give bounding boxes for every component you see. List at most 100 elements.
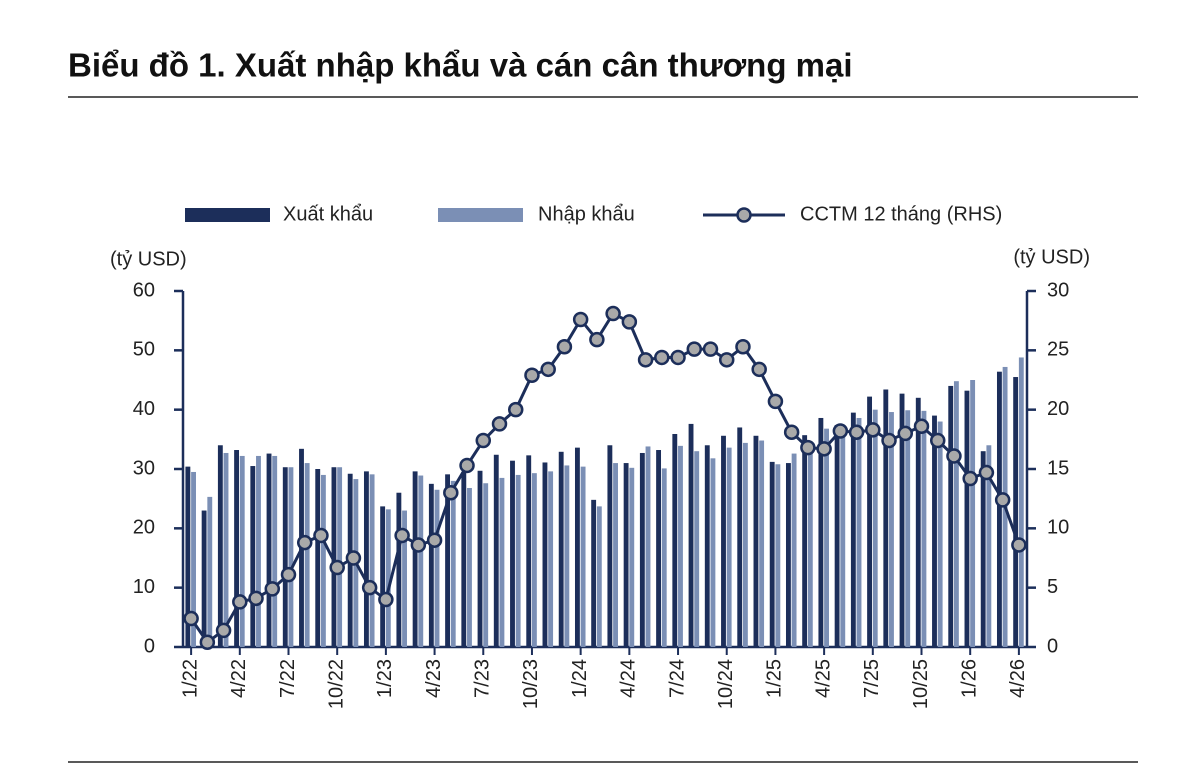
legend-label: Xuất khẩu [283,203,373,225]
bar [661,468,667,647]
y2-tick-label: 15 [1047,457,1069,479]
bar [461,471,467,647]
bar [953,381,959,647]
bar [548,471,554,647]
bar [331,467,337,647]
line-marker [199,634,216,651]
bar [282,467,288,647]
bar [785,463,791,647]
line-marker [232,594,248,610]
bar [450,480,456,647]
line-marker [589,331,605,348]
bar [905,410,911,647]
line-marker [524,367,540,384]
x-tick-label: 4/25 [812,659,834,698]
x-tick-label: 1/25 [764,659,786,698]
y2-tick-label: 25 [1047,339,1069,361]
bar [320,474,326,647]
bar [742,442,748,647]
bar [467,487,472,647]
line-marker [329,559,345,576]
line-marker [491,416,508,432]
bar [872,409,878,647]
bar [493,454,499,647]
x-tick-label: 4/23 [423,659,445,698]
bar [867,396,873,647]
line-marker [443,484,459,501]
bar [217,445,223,647]
x-tick-label: 7/22 [277,659,299,698]
bar [710,458,716,647]
bar [272,455,278,647]
line-marker [426,532,443,548]
line-marker [605,305,621,322]
line-marker [962,470,978,487]
bar [239,455,245,647]
line-marker [507,401,524,418]
bar [656,450,662,647]
bar [629,467,635,647]
x-tick-label: 7/23 [472,659,494,698]
bar [250,466,256,647]
line-marker [913,418,930,435]
line-marker [280,566,297,583]
line-marker [475,432,492,449]
line-marker [1011,537,1027,553]
x-tick-label: 10/22 [325,659,347,709]
bar [207,496,213,647]
x-tick-label: 1/24 [569,659,591,698]
y-tick-label: 40 [133,398,155,420]
bar [1018,357,1024,647]
line-marker [865,422,881,438]
line [189,311,1021,645]
bar [337,467,343,647]
bar [574,447,580,647]
legend-label: CCTM 12 tháng (RHS) [800,203,1002,225]
line-marker [702,341,719,357]
line-marker [800,439,816,456]
bar [986,445,992,647]
x-tick-label: 10/25 [910,659,932,709]
line-marker [751,361,767,378]
bar [834,425,840,647]
line-marker [832,423,849,439]
line-marker [783,424,800,440]
bar [704,445,710,647]
line-marker [378,591,394,608]
bar [791,453,797,647]
bar [645,446,651,647]
y2-tick-label: 5 [1047,576,1058,598]
x-tick-label: 1/23 [374,659,396,698]
bar [288,467,294,647]
bar [688,423,694,647]
line-marker [767,393,784,410]
line-marker [361,579,378,596]
bar [256,455,261,647]
y-tick-label: 20 [133,517,155,539]
bar [737,427,743,647]
bar [775,464,781,647]
bar [234,450,240,647]
bar [921,410,927,647]
bar [558,451,564,647]
bar [434,489,440,647]
line-marker [735,339,751,355]
bar [396,492,402,647]
legend-marker [736,207,752,223]
bar [477,470,483,647]
legend-label: Nhập khẩu [538,203,635,225]
y-axis-label: (tỷ USD) [110,248,187,270]
bar [759,440,765,647]
line-marker [410,537,427,553]
bar [380,506,386,647]
line-marker [718,352,735,368]
bar [899,393,905,647]
bar [694,451,700,647]
x-tick-label: 1/22 [179,659,201,698]
bar [678,445,683,647]
bar [623,463,629,647]
line-marker [621,314,638,330]
x-tick-label: 4/22 [228,659,250,698]
line-marker [540,361,556,378]
line-marker [946,448,962,464]
